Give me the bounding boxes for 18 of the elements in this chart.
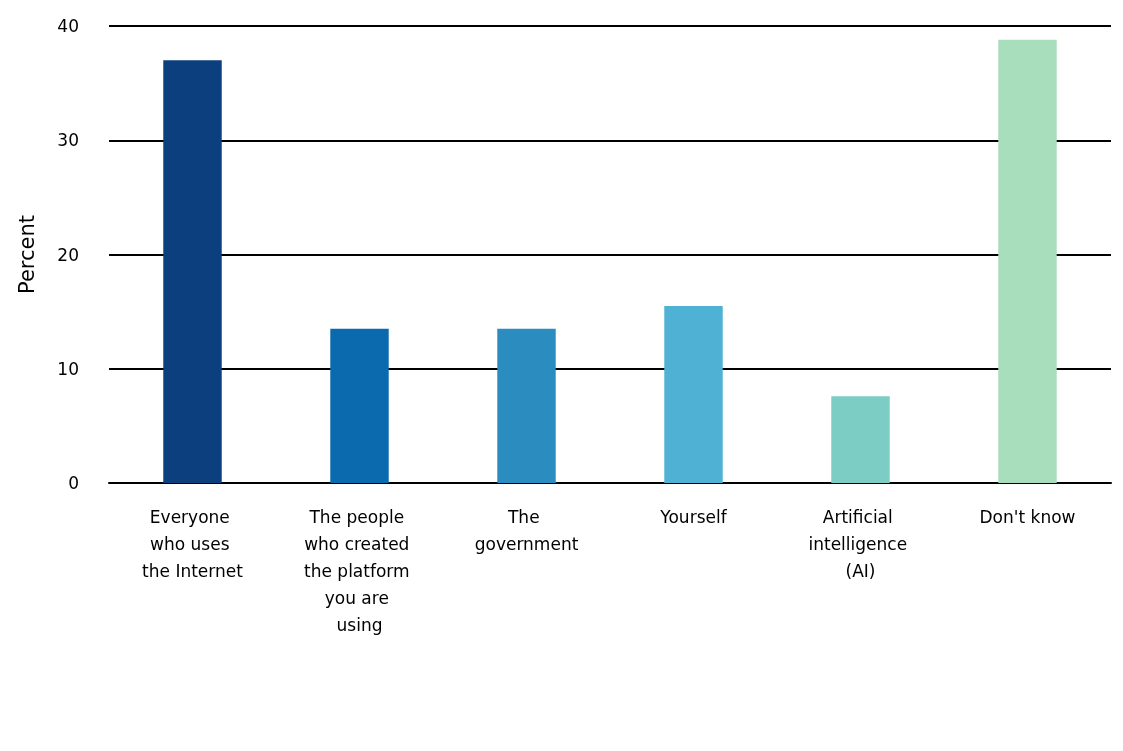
x-tick-label: Artificial intelligence (AI) [808, 506, 913, 581]
bar [497, 328, 556, 483]
y-tick-label: 0 [68, 473, 79, 493]
bar [664, 305, 723, 483]
x-tick-label: Yourself [659, 506, 728, 527]
y-axis-title: Percent [14, 214, 39, 295]
x-tick-label: The people who created the platform you are using [304, 506, 415, 635]
y-tick-label: 10 [57, 358, 79, 379]
x-tick-label: Everyone who uses the Internet [142, 506, 244, 581]
y-tick-label: 30 [57, 130, 79, 151]
x-tick-label: Don't know [979, 506, 1076, 527]
bar [831, 396, 890, 483]
bar [330, 328, 389, 483]
bar [163, 60, 222, 483]
bar [998, 39, 1057, 483]
y-tick-label: 20 [57, 244, 79, 265]
y-tick-label: 40 [57, 16, 79, 36]
x-tick-label: The government [474, 506, 579, 554]
